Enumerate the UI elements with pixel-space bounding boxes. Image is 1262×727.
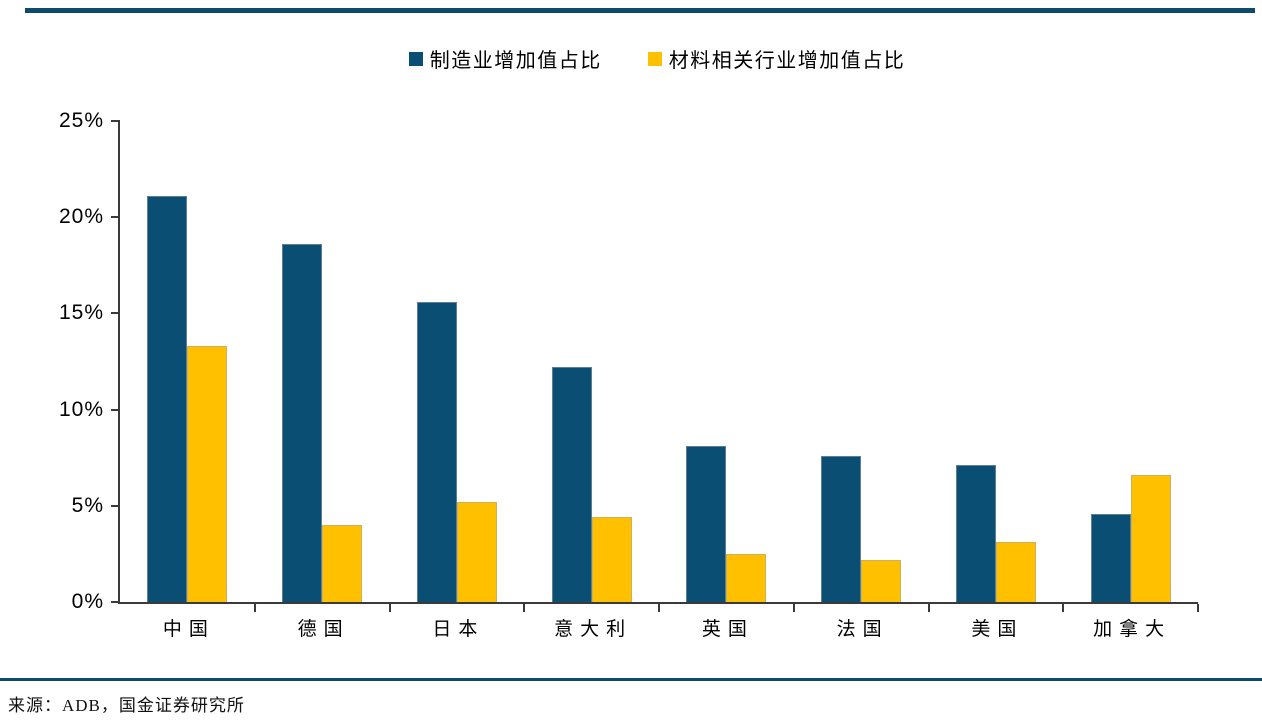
manufacturing-bar xyxy=(686,446,727,602)
manufacturing-bar xyxy=(1090,513,1131,602)
y-axis-tick xyxy=(111,120,120,122)
x-axis-label: 美国 xyxy=(971,619,1024,640)
x-axis-tick xyxy=(253,604,256,612)
y-axis-tick xyxy=(111,601,120,603)
x-axis-tick xyxy=(792,604,795,612)
materials-bar xyxy=(591,517,632,602)
x-axis-label: 加拿大 xyxy=(1093,619,1172,640)
bar-group xyxy=(255,121,390,602)
bar-group xyxy=(794,121,929,602)
top-divider-rule xyxy=(25,8,1255,13)
y-axis-label: 25% xyxy=(58,109,104,132)
x-axis-tick xyxy=(1062,604,1065,612)
y-axis-label: 5% xyxy=(71,493,104,517)
bar-group xyxy=(1063,121,1198,602)
manufacturing-bar xyxy=(821,455,862,602)
materials-bar xyxy=(456,501,497,602)
y-axis-tick xyxy=(111,504,120,507)
y-axis-tick xyxy=(111,408,120,411)
manufacturing-bar xyxy=(955,465,996,602)
x-axis-tick xyxy=(1197,604,1199,612)
manufacturing-bar xyxy=(551,367,592,602)
bar-group xyxy=(659,121,794,602)
legend-item-materials: 材料相关行业增加值占比 xyxy=(647,44,906,73)
bar-group xyxy=(929,121,1064,602)
x-axis-tick xyxy=(927,604,930,612)
y-axis-label: 0% xyxy=(71,590,104,613)
y-axis-label: 20% xyxy=(58,205,104,229)
manufacturing-legend-swatch xyxy=(408,51,423,66)
materials-bar xyxy=(861,559,902,602)
plot-area: 0% 5% 10% 15% 20% 25% xyxy=(59,109,1199,613)
footer-divider-rule xyxy=(0,678,1262,681)
x-axis-label: 意大利 xyxy=(554,619,633,640)
manufacturing-legend-label: 制造业增加值占比 xyxy=(429,50,602,72)
materials-bar xyxy=(187,346,228,602)
x-axis-label: 中国 xyxy=(162,619,215,640)
x-axis-tick xyxy=(523,604,526,612)
materials-bar xyxy=(322,525,363,602)
materials-legend-label: 材料相关行业增加值占比 xyxy=(668,50,906,72)
x-axis-tick xyxy=(388,604,391,612)
x-axis-label: 日本 xyxy=(432,619,485,640)
materials-bar xyxy=(995,542,1036,602)
materials-bar xyxy=(1130,475,1171,602)
chart-legend: 制造业增加值占比 材料相关行业增加值占比 xyxy=(118,44,1196,73)
manufacturing-bar xyxy=(416,301,457,602)
y-axis-tick xyxy=(111,216,120,219)
manufacturing-bar xyxy=(147,196,188,602)
x-axis-label: 德国 xyxy=(297,619,350,640)
x-axis-labels: 中国 德国 日本 意大利 英国 法国 美国 加拿大 xyxy=(118,614,1196,641)
bar-group xyxy=(120,121,255,602)
y-axis-label: 15% xyxy=(58,301,104,325)
bar-group xyxy=(390,121,525,602)
manufacturing-bar xyxy=(282,244,323,602)
y-axis-label: 10% xyxy=(58,397,104,421)
bar-group xyxy=(524,121,659,602)
source-note: 来源：ADB，国金证券研究所 xyxy=(8,696,245,715)
materials-bar xyxy=(726,553,767,602)
x-axis-label: 法国 xyxy=(836,619,889,640)
x-axis-label: 英国 xyxy=(701,619,754,640)
x-axis-tick xyxy=(658,604,660,612)
y-axis-tick xyxy=(111,312,120,315)
materials-legend-swatch xyxy=(647,51,662,66)
legend-item-manufacturing: 制造业增加值占比 xyxy=(408,44,602,73)
